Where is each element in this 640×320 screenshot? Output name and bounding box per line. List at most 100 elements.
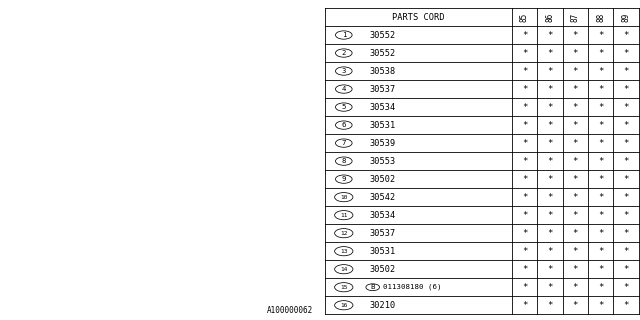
Text: 30538: 30538 bbox=[370, 67, 396, 76]
Text: *: * bbox=[522, 84, 527, 93]
Text: *: * bbox=[522, 103, 527, 112]
Text: *: * bbox=[573, 103, 578, 112]
Text: *: * bbox=[623, 175, 628, 184]
Text: *: * bbox=[522, 265, 527, 274]
Text: 30537: 30537 bbox=[370, 229, 396, 238]
Text: *: * bbox=[547, 49, 552, 58]
Text: 30539: 30539 bbox=[370, 139, 396, 148]
Text: *: * bbox=[522, 301, 527, 310]
Text: 30210: 30210 bbox=[370, 301, 396, 310]
Text: 30502: 30502 bbox=[370, 265, 396, 274]
Text: *: * bbox=[598, 156, 604, 166]
Text: *: * bbox=[623, 283, 628, 292]
Text: 13: 13 bbox=[340, 249, 348, 254]
Text: *: * bbox=[598, 301, 604, 310]
Text: *: * bbox=[573, 121, 578, 130]
Text: *: * bbox=[623, 247, 628, 256]
Text: *: * bbox=[547, 265, 552, 274]
Text: *: * bbox=[598, 30, 604, 40]
Text: 89: 89 bbox=[621, 12, 630, 22]
Text: *: * bbox=[522, 193, 527, 202]
Text: *: * bbox=[522, 247, 527, 256]
Text: *: * bbox=[623, 229, 628, 238]
Text: *: * bbox=[547, 301, 552, 310]
Text: 1: 1 bbox=[342, 32, 346, 38]
Text: *: * bbox=[598, 121, 604, 130]
Text: *: * bbox=[623, 211, 628, 220]
Text: *: * bbox=[598, 229, 604, 238]
Text: *: * bbox=[573, 175, 578, 184]
Text: 86: 86 bbox=[545, 12, 554, 22]
Text: *: * bbox=[598, 175, 604, 184]
Text: *: * bbox=[598, 283, 604, 292]
Text: *: * bbox=[547, 156, 552, 166]
Text: *: * bbox=[573, 229, 578, 238]
Text: *: * bbox=[598, 211, 604, 220]
Text: *: * bbox=[547, 121, 552, 130]
Text: *: * bbox=[573, 30, 578, 40]
Text: *: * bbox=[547, 247, 552, 256]
Text: *: * bbox=[573, 247, 578, 256]
Text: *: * bbox=[573, 301, 578, 310]
Text: *: * bbox=[598, 247, 604, 256]
Text: 12: 12 bbox=[340, 231, 348, 236]
Text: *: * bbox=[623, 139, 628, 148]
Text: *: * bbox=[522, 139, 527, 148]
Text: *: * bbox=[547, 84, 552, 93]
Text: 30534: 30534 bbox=[370, 211, 396, 220]
Text: *: * bbox=[547, 139, 552, 148]
Text: *: * bbox=[522, 211, 527, 220]
Text: *: * bbox=[573, 265, 578, 274]
Text: *: * bbox=[598, 49, 604, 58]
Text: 85: 85 bbox=[520, 12, 529, 22]
Text: *: * bbox=[547, 67, 552, 76]
Text: 30502: 30502 bbox=[370, 175, 396, 184]
Text: *: * bbox=[623, 103, 628, 112]
Text: *: * bbox=[573, 67, 578, 76]
Text: 011308180 (6): 011308180 (6) bbox=[383, 284, 442, 291]
Text: 7: 7 bbox=[342, 140, 346, 146]
Text: 30531: 30531 bbox=[370, 121, 396, 130]
Text: *: * bbox=[623, 156, 628, 166]
Text: *: * bbox=[547, 193, 552, 202]
Text: *: * bbox=[573, 211, 578, 220]
Text: 30537: 30537 bbox=[370, 84, 396, 93]
Text: *: * bbox=[598, 265, 604, 274]
Text: *: * bbox=[522, 175, 527, 184]
Text: *: * bbox=[547, 211, 552, 220]
Text: *: * bbox=[522, 121, 527, 130]
Text: 16: 16 bbox=[340, 303, 348, 308]
Text: 9: 9 bbox=[342, 176, 346, 182]
Text: *: * bbox=[598, 103, 604, 112]
Text: *: * bbox=[547, 175, 552, 184]
Text: 30553: 30553 bbox=[370, 156, 396, 166]
Text: *: * bbox=[598, 193, 604, 202]
Text: *: * bbox=[598, 84, 604, 93]
Text: PARTS CORD: PARTS CORD bbox=[392, 12, 445, 21]
Text: 3: 3 bbox=[342, 68, 346, 74]
Text: *: * bbox=[623, 193, 628, 202]
Text: 88: 88 bbox=[596, 12, 605, 22]
Text: 6: 6 bbox=[342, 122, 346, 128]
Text: 30542: 30542 bbox=[370, 193, 396, 202]
Text: *: * bbox=[573, 283, 578, 292]
Text: *: * bbox=[547, 30, 552, 40]
Text: 15: 15 bbox=[340, 285, 348, 290]
Text: 8: 8 bbox=[342, 158, 346, 164]
Text: *: * bbox=[573, 193, 578, 202]
Text: *: * bbox=[547, 229, 552, 238]
Text: 4: 4 bbox=[342, 86, 346, 92]
Text: B: B bbox=[371, 284, 375, 290]
Text: *: * bbox=[522, 229, 527, 238]
Text: *: * bbox=[547, 283, 552, 292]
Text: 2: 2 bbox=[342, 50, 346, 56]
Text: *: * bbox=[623, 67, 628, 76]
Text: *: * bbox=[573, 139, 578, 148]
Text: 5: 5 bbox=[342, 104, 346, 110]
Text: *: * bbox=[623, 84, 628, 93]
Text: 30531: 30531 bbox=[370, 247, 396, 256]
Text: *: * bbox=[522, 30, 527, 40]
Text: *: * bbox=[522, 156, 527, 166]
Text: *: * bbox=[598, 139, 604, 148]
Text: *: * bbox=[623, 49, 628, 58]
